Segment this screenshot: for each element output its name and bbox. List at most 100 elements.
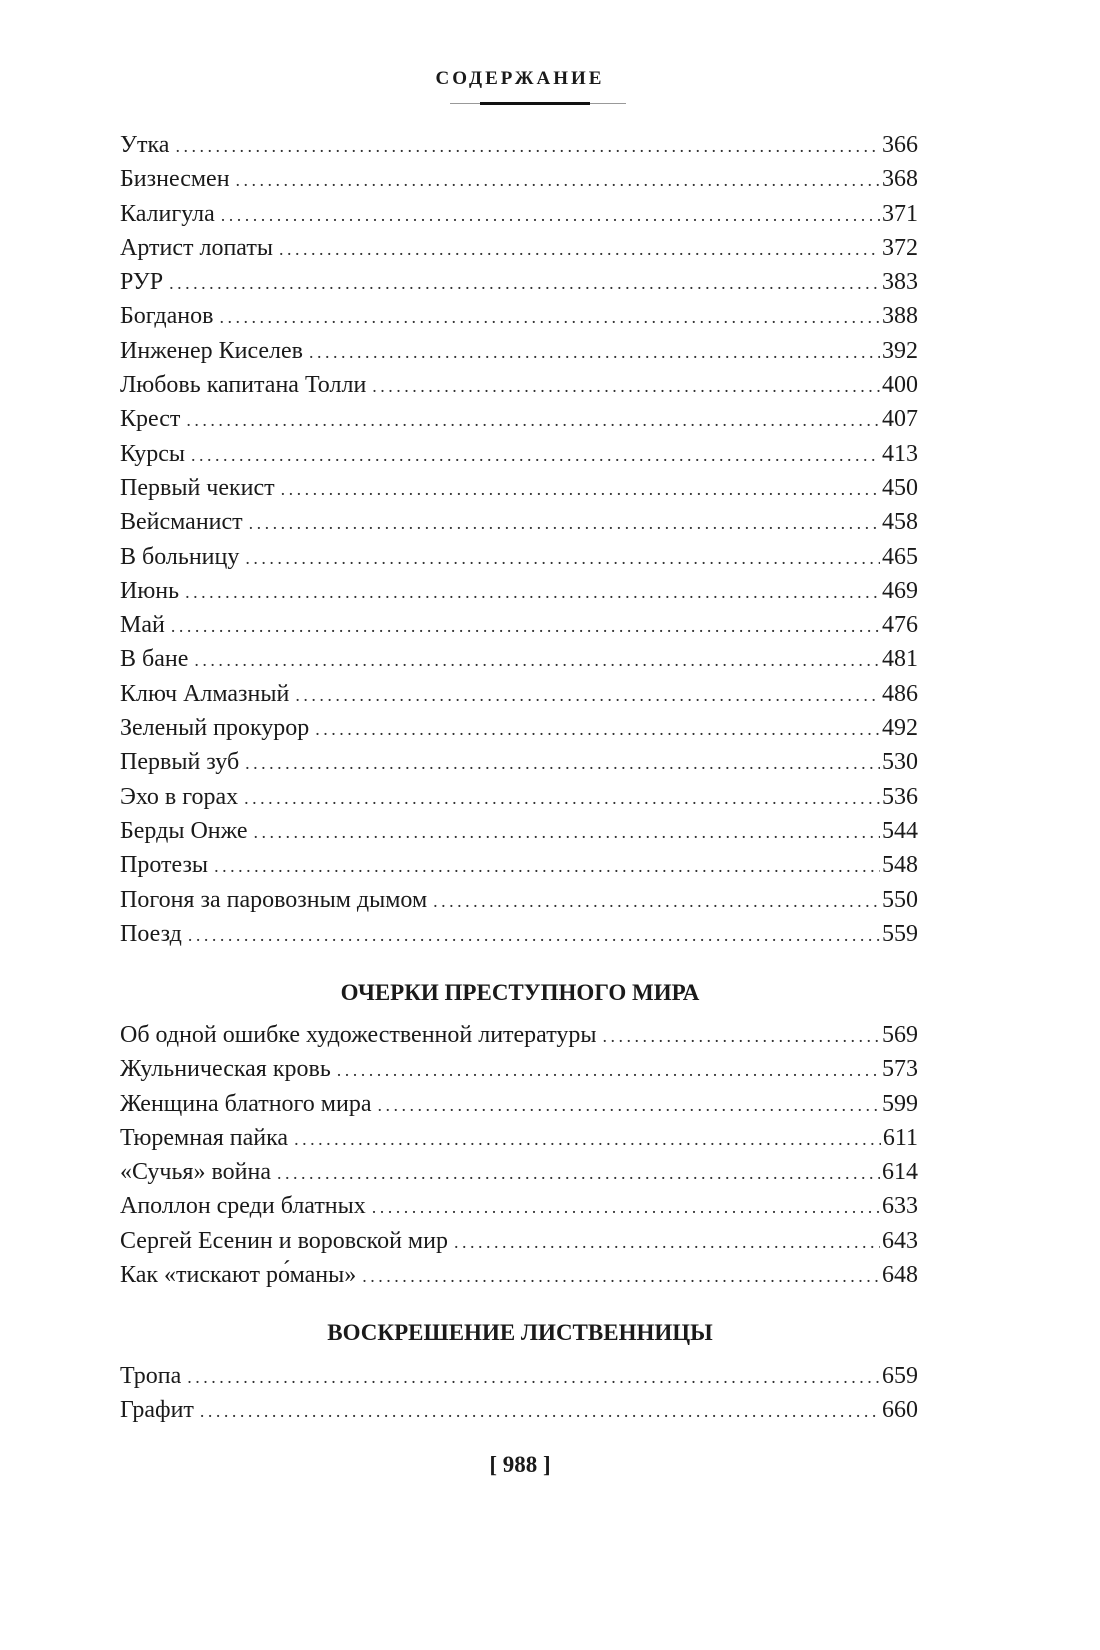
entry-title: Берды Онже — [120, 817, 248, 844]
entry-page: 413 — [882, 440, 918, 467]
dot-leader — [603, 1019, 880, 1052]
dot-leader — [221, 198, 880, 231]
entry-title: Тюремная пайка — [120, 1124, 289, 1151]
toc-entry: Артист лопаты 372 — [120, 231, 918, 265]
entry-page: 371 — [882, 200, 918, 227]
entry-title: В бане — [120, 646, 189, 673]
toc-entry: Курсы 413 — [120, 437, 918, 471]
toc-entry: Сергей Есенин и воровской мир 643 — [120, 1224, 918, 1258]
dot-leader — [281, 472, 880, 505]
entry-title: Любовь капитана Толли — [120, 372, 367, 399]
entry-title: Июнь — [120, 577, 180, 604]
toc-entry: Как «тискают ро́маны» 648 — [120, 1258, 918, 1292]
dot-leader — [315, 712, 880, 745]
dot-leader — [169, 266, 880, 299]
entry-title: Утка — [120, 132, 170, 158]
dot-leader — [185, 575, 880, 608]
entry-page: 469 — [882, 577, 918, 604]
dot-leader — [454, 1225, 880, 1258]
toc-entry: Крест 407 — [120, 402, 918, 436]
entry-page: 544 — [882, 817, 918, 844]
dot-leader — [186, 403, 880, 436]
toc-entry: Тюремная пайка 611 — [120, 1121, 918, 1155]
entry-title: Жульническая кровь — [120, 1056, 331, 1083]
toc-entry: Май 476 — [120, 608, 918, 642]
header-rule-accent — [480, 102, 590, 105]
toc-entry: Зеленый прокурор 492 — [120, 711, 918, 745]
dot-leader — [372, 369, 880, 402]
entry-page: 633 — [882, 1193, 918, 1220]
entry-page: 548 — [882, 852, 918, 879]
entry-title: Эхо в горах — [120, 783, 239, 810]
entry-page: 648 — [882, 1262, 918, 1289]
entry-page: 492 — [882, 715, 918, 742]
entry-page: 392 — [882, 337, 918, 364]
dot-leader — [362, 1259, 880, 1292]
entry-title: Протезы — [120, 852, 209, 879]
toc-entry: Утка 366 — [120, 128, 918, 162]
toc-entry: Графит 660 — [120, 1393, 918, 1427]
entry-page: 450 — [882, 474, 918, 501]
entry-title: Богданов — [120, 303, 214, 330]
dot-leader — [200, 1394, 880, 1427]
entry-title: Сергей Есенин и воровской мир — [120, 1227, 448, 1254]
dot-leader — [294, 1122, 881, 1155]
toc-entry: Первый чекист 450 — [120, 471, 918, 505]
entry-page: 611 — [882, 1124, 918, 1151]
dot-leader — [295, 678, 880, 711]
entry-page: 659 — [882, 1363, 918, 1389]
entry-title: Калигула — [120, 200, 215, 227]
entry-title: Ключ Алмазный — [120, 680, 290, 707]
entry-title: Первый чекист — [120, 474, 275, 501]
entry-page: 550 — [882, 886, 918, 913]
toc-entry: Ключ Алмазный 486 — [120, 677, 918, 711]
dot-leader — [187, 1360, 880, 1393]
toc-entry: Первый зуб 530 — [120, 745, 918, 779]
entry-page: 536 — [882, 783, 918, 810]
toc-entry: Бизнесмен 368 — [120, 162, 918, 196]
entry-page: 388 — [882, 303, 918, 330]
entry-title: «Сучья» война — [120, 1159, 271, 1186]
toc-entry: «Сучья» война 614 — [120, 1155, 918, 1189]
dot-leader — [277, 1156, 880, 1189]
dot-leader — [214, 849, 880, 882]
dot-leader — [219, 300, 880, 333]
toc-entry: Тропа 659 — [120, 1359, 918, 1393]
entry-page: 559 — [882, 920, 918, 947]
toc-entry: Жульническая кровь 573 — [120, 1052, 918, 1086]
entry-page: 643 — [882, 1227, 918, 1254]
entry-page: 476 — [882, 612, 918, 639]
dot-leader — [309, 335, 880, 368]
entry-title: В больницу — [120, 543, 240, 570]
entry-page: 614 — [882, 1159, 918, 1186]
entry-page: 573 — [882, 1056, 918, 1083]
dot-leader — [236, 163, 880, 196]
entry-title: Аполлон среди блатных — [120, 1193, 366, 1220]
entry-title: Бизнесмен — [120, 166, 230, 193]
dot-leader — [194, 643, 880, 676]
dot-leader — [191, 438, 880, 471]
dot-leader — [245, 746, 880, 779]
entry-page: 372 — [882, 234, 918, 261]
toc-entry: Погоня за паровозным дымом 550 — [120, 883, 918, 917]
toc-entry: Любовь капитана Толли 400 — [120, 368, 918, 402]
entry-page: 599 — [882, 1090, 918, 1117]
toc-entry: В бане 481 — [120, 642, 918, 676]
entry-title: Артист лопаты — [120, 234, 273, 261]
entry-page: 368 — [882, 166, 918, 193]
toc-entry: Об одной ошибке художественной литератур… — [120, 1018, 918, 1052]
dot-leader — [244, 781, 880, 814]
entry-title: РУР — [120, 269, 164, 296]
entry-title: Погоня за паровозным дымом — [120, 886, 428, 913]
entry-page: 458 — [882, 509, 918, 536]
entry-page: 383 — [882, 269, 918, 296]
entry-page: 569 — [882, 1022, 918, 1048]
toc-list-section-2: Тропа 659 Графит 660 — [120, 1359, 918, 1428]
dot-leader — [188, 918, 880, 951]
entry-title: Вейсманист — [120, 509, 243, 536]
entry-title: Женщина блатного мира — [120, 1090, 372, 1117]
running-header: СОДЕРЖАНИЕ — [435, 68, 605, 89]
dot-leader — [249, 506, 880, 539]
entry-page: 465 — [882, 543, 918, 570]
dot-leader — [171, 609, 880, 642]
